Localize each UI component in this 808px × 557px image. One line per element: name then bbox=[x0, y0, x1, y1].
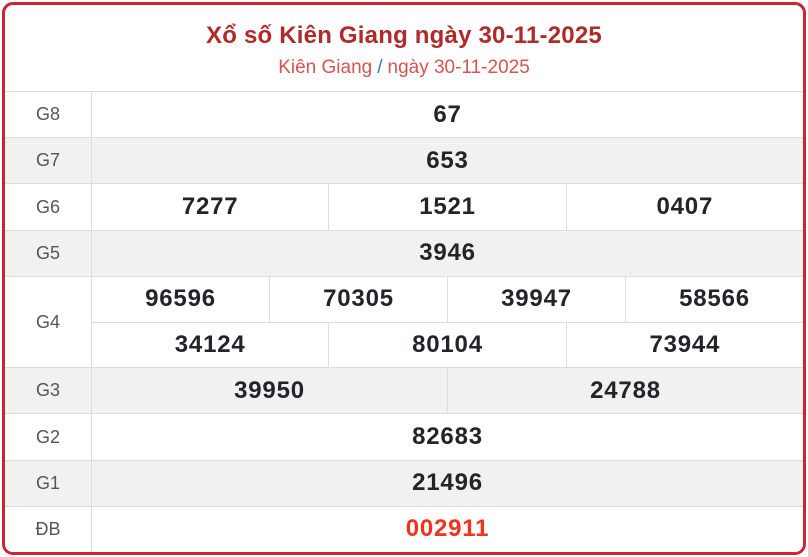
prize-number: 0407 bbox=[565, 184, 803, 230]
prize-number: 1521 bbox=[328, 184, 565, 230]
prize-values-g7: 653 bbox=[92, 138, 803, 183]
prize-row-g3: G3 39950 24788 bbox=[5, 368, 803, 415]
prize-subrow: 39950 24788 bbox=[92, 368, 803, 414]
prize-label-g1: G1 bbox=[5, 460, 92, 506]
prize-number: 39950 bbox=[234, 376, 305, 404]
prize-subrow: 96596 70305 39947 58566 bbox=[92, 276, 803, 322]
prize-label-g7: G7 bbox=[5, 138, 92, 184]
prize-label-g2: G2 bbox=[5, 414, 92, 460]
prize-row-g8: G8 67 bbox=[5, 92, 803, 139]
breadcrumb: Kiên Giang / ngày 30-11-2025 bbox=[278, 57, 530, 79]
special-prize-number: 002911 bbox=[405, 515, 490, 543]
prize-values-g1: 21496 bbox=[92, 461, 803, 506]
prize-values-g4: 96596 70305 39947 58566 34124 80104 73944 bbox=[92, 276, 803, 368]
prize-values-g3: 39950 24788 bbox=[92, 368, 803, 414]
prize-label-g3: G3 bbox=[5, 368, 92, 414]
prize-values-db: 002911 bbox=[92, 507, 803, 552]
prize-number: 67 bbox=[433, 100, 462, 128]
prize-values-g8: 67 bbox=[92, 92, 803, 137]
prize-row-g6: G6 7277 1521 0407 bbox=[5, 184, 803, 231]
prize-number: 3946 bbox=[419, 239, 476, 267]
prize-subrow: 34124 80104 73944 bbox=[92, 321, 803, 368]
breadcrumb-separator: / bbox=[377, 56, 383, 78]
prize-row-g7: G7 653 bbox=[5, 138, 803, 185]
prize-number: 21496 bbox=[412, 469, 483, 497]
prize-number: 80104 bbox=[328, 322, 565, 368]
prize-number: 653 bbox=[426, 146, 469, 174]
prize-number: 70305 bbox=[269, 276, 447, 322]
prize-subrow: 21496 bbox=[92, 461, 803, 506]
result-header: Xổ số Kiên Giang ngày 30-11-2025 Kiên Gi… bbox=[5, 5, 803, 91]
prize-row-g2: G2 82683 bbox=[5, 414, 803, 461]
page-title: Xổ số Kiên Giang ngày 30-11-2025 bbox=[206, 21, 602, 49]
prize-values-g6: 7277 1521 0407 bbox=[92, 184, 803, 230]
prize-number: 58566 bbox=[625, 276, 803, 322]
prize-number: 96596 bbox=[145, 285, 216, 313]
breadcrumb-date-link[interactable]: ngày 30-11-2025 bbox=[387, 56, 530, 78]
prize-values-g5: 3946 bbox=[92, 231, 803, 276]
prize-subrow: 002911 bbox=[92, 507, 803, 552]
results-table: G8 67 G7 653 G6 7277 1521 0407 G5 3946 G4 96596 7030… bbox=[5, 91, 803, 552]
prize-number: 34124 bbox=[174, 330, 246, 358]
prize-label-g8: G8 bbox=[5, 92, 92, 138]
prize-values-g2: 82683 bbox=[92, 414, 803, 459]
prize-number: 73944 bbox=[565, 322, 803, 368]
prize-row-g5: G5 3946 bbox=[5, 230, 803, 277]
prize-label-g5: G5 bbox=[5, 230, 92, 276]
prize-subrow: 7277 1521 0407 bbox=[92, 184, 803, 230]
prize-subrow: 82683 bbox=[92, 414, 803, 459]
prize-row-db: ĐB 002911 bbox=[5, 506, 803, 552]
prize-number: 82683 bbox=[412, 423, 483, 451]
breadcrumb-province-link[interactable]: Kiên Giang bbox=[278, 56, 373, 78]
prize-number: 7277 bbox=[181, 193, 239, 220]
prize-subrow: 67 bbox=[92, 92, 803, 137]
prize-row-g1: G1 21496 bbox=[5, 460, 803, 507]
prize-label-g4: G4 bbox=[5, 276, 92, 368]
prize-number: 39947 bbox=[447, 276, 625, 322]
prize-subrow: 3946 bbox=[92, 231, 803, 276]
prize-number: 24788 bbox=[447, 368, 803, 414]
prize-label-g6: G6 bbox=[5, 184, 92, 230]
prize-subrow: 653 bbox=[92, 138, 803, 183]
prize-label-db: ĐB bbox=[5, 506, 92, 552]
prize-row-g4: G4 96596 70305 39947 58566 34124 80104 73944 bbox=[5, 276, 803, 369]
